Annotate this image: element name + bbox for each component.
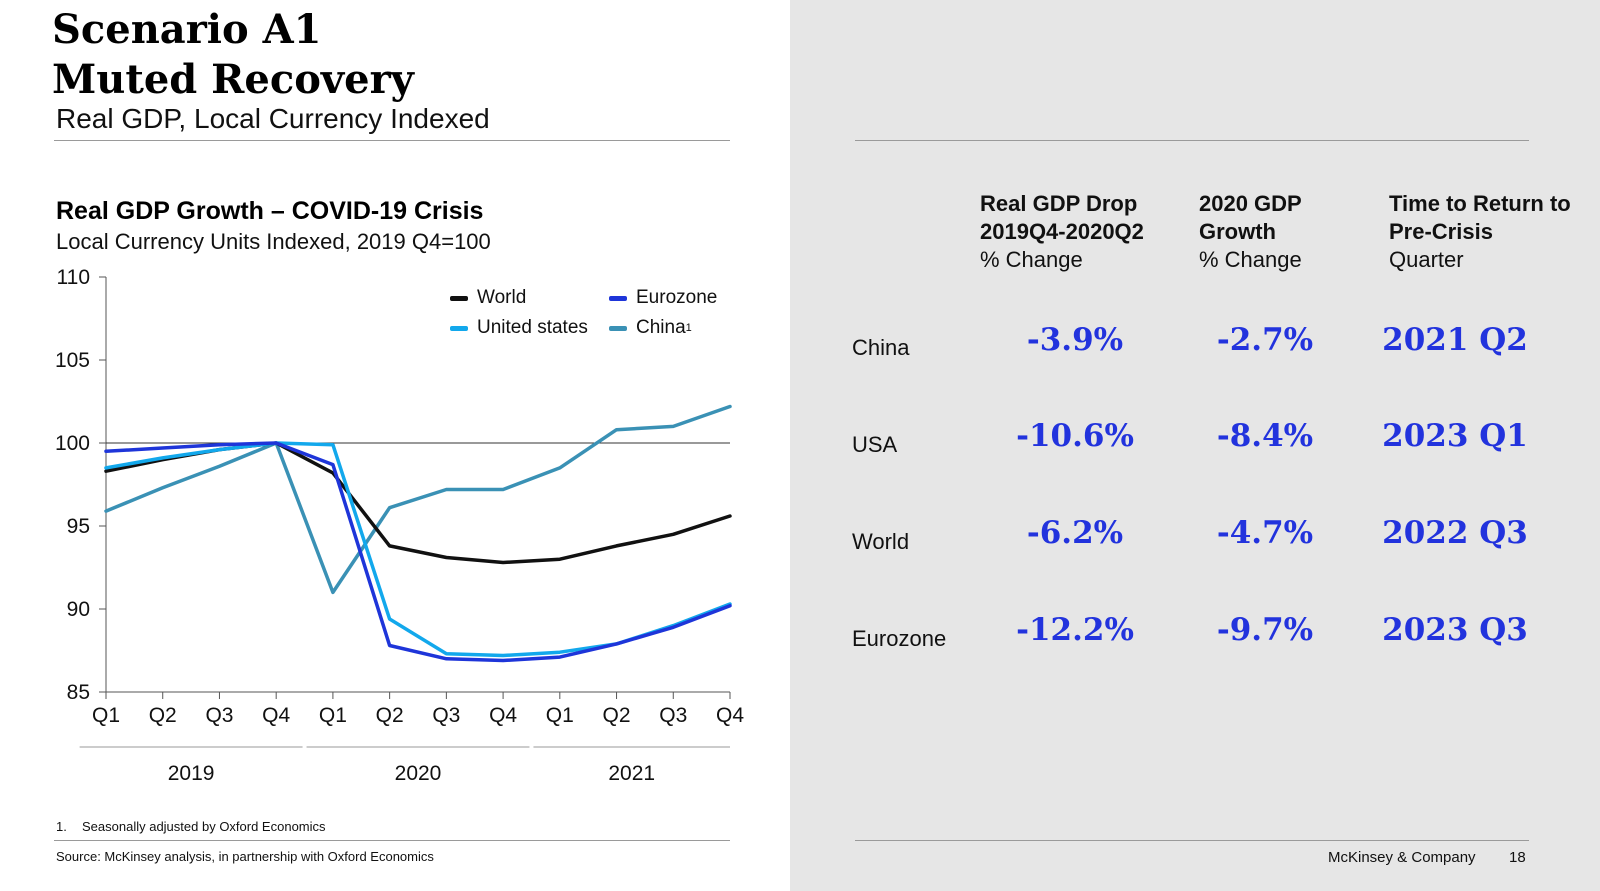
right-title-rule	[855, 140, 1529, 141]
x-tick-label-4: Q1	[319, 704, 347, 727]
legend-item-eurozone: Eurozone	[609, 287, 717, 309]
x-tick-label-5: Q2	[376, 704, 404, 727]
cell-china-gdp-drop: -3.9%	[1026, 322, 1124, 358]
y-tick-label-90: 90	[67, 598, 90, 621]
column-header-2020-growth-line1: 2020 GDP	[1199, 191, 1302, 216]
cell-usa-gdp-drop: -10.6%	[1016, 418, 1134, 454]
x-tick-label-9: Q2	[603, 704, 631, 727]
row-label-usa: USA	[852, 432, 898, 457]
year-label-2019: 2019	[168, 762, 215, 785]
legend-label-united-states: United states	[477, 317, 588, 338]
series-line-eurozone	[104, 441, 732, 663]
legend-item-china: China 1	[609, 317, 692, 339]
column-header-return-time-unit: Quarter	[1389, 247, 1464, 272]
x-tick-label-6: Q3	[432, 704, 460, 727]
footer-rule	[855, 840, 1529, 841]
column-header-gdp-drop-line2: 2019Q4-2020Q2	[980, 219, 1144, 244]
row-label-world: World	[852, 529, 910, 554]
source-note: Source: McKinsey analysis, in partnershi…	[56, 849, 434, 864]
legend-swatch-world	[450, 295, 468, 301]
legend-label-eurozone: Eurozone	[636, 287, 718, 308]
x-tick-label-1: Q2	[149, 704, 177, 727]
year-label-2020: 2020	[395, 762, 442, 785]
column-header-gdp-drop: Real GDP Drop 2019Q4-2020Q2 % Change	[980, 190, 1144, 274]
cell-world-2020-growth: -4.7%	[1216, 515, 1314, 551]
legend-swatch-united-states	[450, 325, 468, 331]
x-tick-label-0: Q1	[92, 704, 120, 727]
cell-usa-return-time: 2023 Q1	[1382, 418, 1528, 454]
footnote-text: Seasonally adjusted by Oxford Economics	[82, 819, 326, 834]
y-tick-label-105: 105	[55, 349, 90, 372]
footnote-rule	[54, 840, 730, 841]
slide-title-line1: Scenario A1	[52, 6, 322, 53]
column-header-return-time-line1: Time to Return to	[1389, 191, 1571, 216]
gdp-line-chart: 85 90 95 100 105 110 Q1 Q2 Q3 Q4 Q1 Q2 Q3 Q4 Q1 Q2 Q3 Q4 2…	[55, 266, 744, 785]
cell-eurozone-2020-growth: -9.7%	[1216, 612, 1314, 648]
legend-label-world: World	[477, 287, 527, 308]
legend-footnote-mark-china: 1	[685, 322, 692, 334]
column-header-return-time-line2: Pre-Crisis	[1389, 219, 1493, 244]
year-label-2021: 2021	[608, 762, 655, 785]
chart-title: Real GDP Growth – COVID-19 Crisis	[56, 197, 484, 225]
column-header-2020-growth-unit: % Change	[1199, 247, 1302, 272]
legend-label-china: China	[636, 317, 686, 338]
slide-subtitle: Real GDP, Local Currency Indexed	[56, 103, 490, 134]
x-tick-label-10: Q3	[659, 704, 687, 727]
footnote-number: 1.	[56, 819, 67, 834]
x-tick-label-2: Q3	[205, 704, 233, 727]
left-panel	[0, 0, 790, 891]
legend-swatch-china	[609, 325, 627, 331]
page-number: 18	[1509, 849, 1526, 866]
footnote: 1. Seasonally adjusted by Oxford Economic…	[56, 819, 326, 834]
legend-item-united-states: United states	[450, 317, 588, 339]
x-tick-label-3: Q4	[262, 704, 290, 727]
slide-title-line2: Muted Recovery	[52, 56, 414, 103]
x-tick-label-11: Q4	[716, 704, 744, 727]
cell-world-return-time: 2022 Q3	[1382, 515, 1528, 551]
brand-name: McKinsey & Company	[1328, 849, 1476, 866]
series-line-china	[104, 404, 732, 595]
column-header-gdp-drop-unit: % Change	[980, 247, 1083, 272]
y-tick-label-85: 85	[67, 681, 90, 704]
column-header-2020-growth: 2020 GDP Growth % Change	[1199, 190, 1302, 274]
series-line-world	[104, 441, 732, 565]
legend-swatch-eurozone	[609, 295, 627, 301]
column-header-2020-growth-line2: Growth	[1199, 219, 1276, 244]
x-tick-label-8: Q1	[546, 704, 574, 727]
right-panel	[790, 0, 1600, 891]
row-label-eurozone: Eurozone	[852, 626, 947, 651]
cell-china-2020-growth: -2.7%	[1216, 322, 1314, 358]
column-header-gdp-drop-line1: Real GDP Drop	[980, 191, 1138, 216]
chart-subtitle: Local Currency Units Indexed, 2019 Q4=10…	[56, 229, 491, 254]
left-title-rule	[54, 140, 730, 141]
cell-china-return-time: 2021 Q2	[1382, 322, 1528, 358]
x-tick-label-7: Q4	[489, 704, 517, 727]
cell-usa-2020-growth: -8.4%	[1216, 418, 1314, 454]
cell-eurozone-gdp-drop: -12.2%	[1016, 612, 1134, 648]
legend-item-world: World	[450, 287, 526, 309]
y-tick-label-110: 110	[57, 266, 90, 289]
y-tick-label-95: 95	[67, 515, 90, 538]
cell-world-gdp-drop: -6.2%	[1026, 515, 1124, 551]
column-header-return-time: Time to Return to Pre-Crisis Quarter	[1389, 190, 1571, 274]
y-tick-label-100: 100	[55, 432, 90, 455]
cell-eurozone-return-time: 2023 Q3	[1382, 612, 1528, 648]
row-label-china: China	[852, 335, 910, 360]
